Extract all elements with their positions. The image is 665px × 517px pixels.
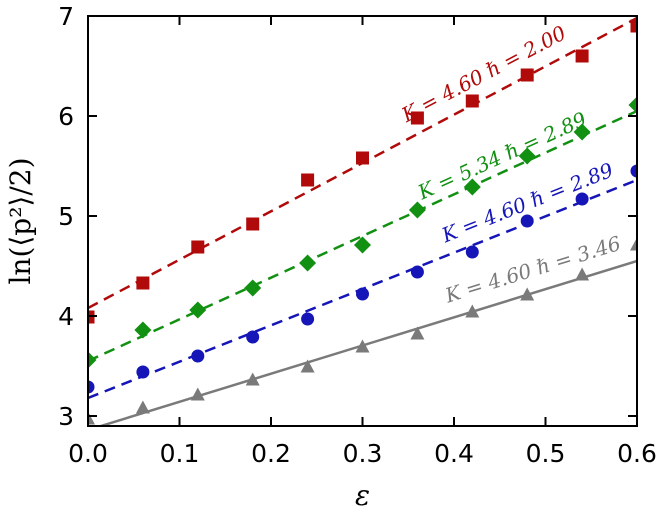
series-label: K = 4.60 ℏ = 2.00 xyxy=(397,21,570,128)
y-tick-label: 5 xyxy=(58,202,74,231)
data-point xyxy=(630,164,637,178)
data-point xyxy=(88,351,97,369)
data-point xyxy=(465,245,479,259)
data-point xyxy=(246,217,260,231)
data-point xyxy=(299,254,317,272)
data-point xyxy=(575,267,590,281)
data-point xyxy=(518,147,536,165)
y-tick-label: 6 xyxy=(58,102,74,131)
data-point xyxy=(573,123,591,141)
data-point xyxy=(246,330,260,344)
data-point xyxy=(88,411,95,425)
y-axis-label: ln(⟨p²⟩/2) xyxy=(4,157,37,284)
data-point xyxy=(136,276,150,290)
series-label: K = 4.60 ℏ = 3.46 xyxy=(441,231,623,308)
series-labels: K = 4.60 ℏ = 2.00K = 5.34 ℏ = 2.89K = 4.… xyxy=(397,21,624,308)
y-tick-label: 7 xyxy=(58,2,74,31)
data-point xyxy=(134,321,152,339)
series-layer xyxy=(88,16,637,426)
data-point xyxy=(628,96,637,114)
data-point xyxy=(520,68,534,82)
data-point xyxy=(630,19,637,33)
x-tick-label: 0.3 xyxy=(343,439,383,468)
data-point xyxy=(463,178,481,196)
data-point xyxy=(575,192,589,206)
data-point xyxy=(301,312,315,326)
series-1 xyxy=(88,16,637,324)
x-tick-label: 0.2 xyxy=(251,439,291,468)
data-point xyxy=(300,359,315,373)
data-point xyxy=(354,236,371,254)
series-4 xyxy=(88,237,637,426)
data-point xyxy=(465,94,479,108)
data-point xyxy=(408,201,426,219)
data-point xyxy=(356,287,369,301)
data-point xyxy=(356,151,369,165)
data-point xyxy=(135,400,150,414)
fit-line xyxy=(88,109,637,363)
data-point xyxy=(410,326,425,340)
data-point xyxy=(191,349,205,363)
data-point xyxy=(355,339,370,353)
x-tick-label: 0.5 xyxy=(526,439,566,468)
plot-frame xyxy=(87,15,638,427)
data-point xyxy=(136,365,150,379)
data-point xyxy=(244,279,262,297)
series-2 xyxy=(88,96,637,369)
series-3 xyxy=(88,164,637,400)
x-tick-label: 0.0 xyxy=(68,439,108,468)
data-point xyxy=(410,265,424,279)
y-tick-label: 4 xyxy=(58,302,74,331)
data-point xyxy=(520,287,535,301)
data-point xyxy=(520,214,534,228)
x-tick-label: 0.6 xyxy=(617,439,657,468)
data-point xyxy=(465,304,480,318)
data-point xyxy=(301,173,315,187)
data-point xyxy=(88,380,95,394)
data-point xyxy=(190,387,205,401)
data-point xyxy=(245,372,260,386)
data-point xyxy=(410,111,424,125)
y-tick-label: 3 xyxy=(58,402,74,431)
x-tick-label: 0.4 xyxy=(434,439,474,468)
data-point xyxy=(575,49,589,63)
axis-ticks: 0.0 0.1 0.2 0.3 0.4 0.5 0.6 3 4 5 6 7 xyxy=(58,2,657,468)
x-axis-label: ε xyxy=(355,479,370,512)
x-tick-label: 0.1 xyxy=(160,439,200,468)
data-point xyxy=(630,237,637,251)
data-point xyxy=(191,240,205,254)
data-point xyxy=(189,301,207,319)
